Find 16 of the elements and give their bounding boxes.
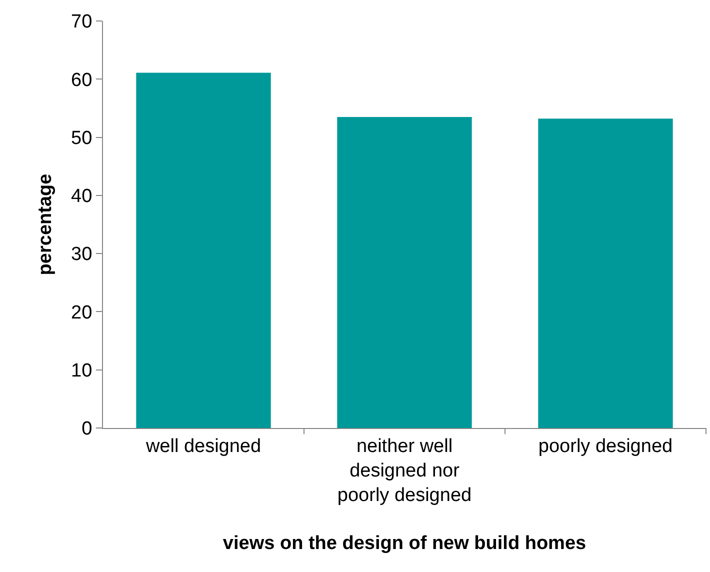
y-tick-label: 60 [71, 70, 92, 91]
bar [337, 116, 472, 428]
x-tick-label: neither well designed nor poorly designed [337, 436, 472, 506]
x-tick-label: poorly designed [538, 436, 673, 457]
y-tick-label: 50 [71, 128, 92, 149]
y-axis-title: percentage [34, 174, 56, 276]
bar [538, 118, 673, 428]
x-tick-label: well designed [144, 436, 262, 457]
x-axis-title: views on the design of new build homes [222, 533, 586, 554]
y-tick-label: 30 [71, 244, 92, 266]
y-tick-label: 0 [82, 418, 92, 440]
y-tick-label: 10 [71, 360, 92, 382]
y-tick-label: 20 [71, 302, 92, 324]
y-tick-label: 70 [71, 12, 92, 33]
y-tick-label: 40 [71, 186, 92, 208]
bar [136, 72, 271, 428]
